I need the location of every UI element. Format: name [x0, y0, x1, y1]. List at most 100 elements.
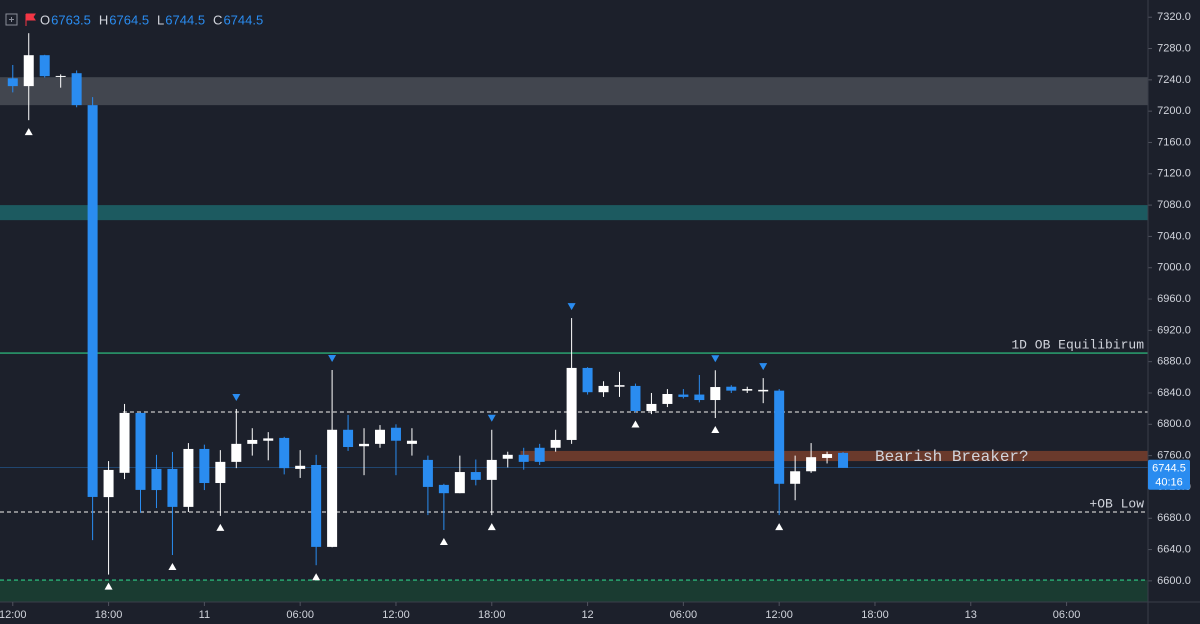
level-label: 1D OB Equilibirum: [1011, 337, 1144, 352]
candle-body: [422, 459, 433, 487]
last-price-label: 6744.5: [1152, 463, 1186, 475]
x-tick-label: 13: [965, 609, 977, 621]
candle-body: [103, 469, 114, 498]
y-tick-label: 6960.0: [1157, 293, 1191, 305]
candle-body: [231, 443, 242, 462]
candle-body: [774, 390, 785, 484]
candle-body: [215, 461, 226, 484]
fractal-marker: [711, 426, 720, 434]
candle-body: [87, 105, 98, 497]
x-tick-label: 12: [581, 609, 593, 621]
candle-body: [167, 468, 178, 507]
x-tick-label: 12:00: [0, 609, 27, 621]
candle-body: [518, 454, 529, 462]
candle-body: [359, 443, 370, 447]
y-tick-label: 6880.0: [1157, 356, 1191, 368]
ohlc-key: O: [40, 12, 50, 27]
fractal-marker: [631, 420, 640, 428]
candle-body: [247, 439, 258, 444]
candle-body: [614, 385, 625, 387]
candle-body: [390, 427, 401, 441]
x-tick-label: 18:00: [861, 609, 889, 621]
y-tick-label: 6640.0: [1157, 543, 1191, 555]
ohlc-value: 6763.5: [51, 12, 91, 27]
ohlc-key: H: [99, 12, 108, 27]
fractal-marker: [312, 573, 321, 581]
fractal-marker: [439, 537, 448, 545]
x-tick-label: 18:00: [95, 609, 123, 621]
fractal-marker: [104, 582, 113, 590]
fractal-marker: [487, 523, 496, 531]
candle-body: [39, 55, 50, 77]
candle-body: [183, 448, 194, 507]
y-tick-label: 7080.0: [1157, 199, 1191, 211]
x-tick-label: 11: [199, 609, 210, 621]
candle-body: [566, 367, 577, 440]
candle-body: [135, 412, 146, 490]
candle-body: [790, 471, 801, 484]
x-tick-label: 12:00: [382, 609, 410, 621]
ohlc-key: C: [213, 12, 222, 27]
candle-body: [119, 412, 130, 473]
y-tick-label: 7000.0: [1157, 262, 1191, 274]
y-tick-label: 7040.0: [1157, 230, 1191, 242]
fractal-marker: [328, 354, 337, 362]
zone: [0, 205, 1148, 221]
candle-body: [550, 439, 561, 448]
level-label: +OB Low: [1089, 496, 1144, 511]
candle-body: [486, 459, 497, 480]
candle-body: [454, 472, 465, 494]
last-price-tag: [1148, 459, 1190, 490]
collapse-icon[interactable]: [5, 13, 18, 26]
candle-body: [71, 73, 82, 106]
y-tick-label: 6680.0: [1157, 512, 1191, 524]
y-tick-label: 7120.0: [1157, 168, 1191, 180]
ohlc-key: L: [157, 12, 164, 27]
countdown-label: 40:16: [1155, 477, 1183, 489]
candle-body: [263, 438, 274, 441]
y-tick-label: 6840.0: [1157, 387, 1191, 399]
candle-body: [151, 468, 162, 491]
candle-body: [582, 367, 593, 393]
fractal-marker: [216, 523, 225, 531]
y-tick-label: 6800.0: [1157, 418, 1191, 430]
flag-icon[interactable]: [25, 13, 36, 26]
x-tick-label: 18:00: [478, 609, 506, 621]
candle-body: [7, 78, 18, 87]
candle-body: [438, 484, 449, 494]
x-tick-label: 06:00: [286, 609, 314, 621]
y-tick-label: 6920.0: [1157, 324, 1191, 336]
fractal-marker: [168, 563, 177, 571]
candle-body: [726, 386, 737, 391]
candle-body: [630, 385, 641, 411]
fractal-marker: [487, 414, 496, 422]
candle-body: [502, 454, 513, 459]
zone: [520, 450, 1148, 462]
candle-body: [406, 440, 417, 444]
zone-label: Bearish Breaker?: [875, 448, 1029, 466]
fractal-marker: [24, 128, 33, 136]
candle-body: [311, 465, 322, 547]
y-tick-label: 6600.0: [1157, 575, 1191, 587]
y-tick-label: 7200.0: [1157, 105, 1191, 117]
candle-body: [23, 55, 34, 87]
zone: [0, 77, 1148, 106]
candle-body: [470, 472, 481, 480]
candle-body: [279, 437, 290, 469]
x-tick-label: 12:00: [765, 609, 793, 621]
x-tick-label: 06:00: [1053, 609, 1081, 621]
candle-body: [199, 448, 210, 484]
y-tick-label: 7240.0: [1157, 74, 1191, 86]
ohlc-value: 6764.5: [109, 12, 149, 27]
zone: [0, 580, 1148, 602]
x-tick-label: 06:00: [670, 609, 698, 621]
candle-body: [55, 75, 66, 77]
candle-body: [598, 385, 609, 393]
candle-body: [343, 429, 354, 447]
candle-body: [710, 387, 721, 401]
candle-body: [822, 454, 833, 458]
y-tick-label: 7320.0: [1157, 11, 1191, 23]
fractal-marker: [775, 523, 784, 531]
candle-body: [662, 394, 673, 404]
